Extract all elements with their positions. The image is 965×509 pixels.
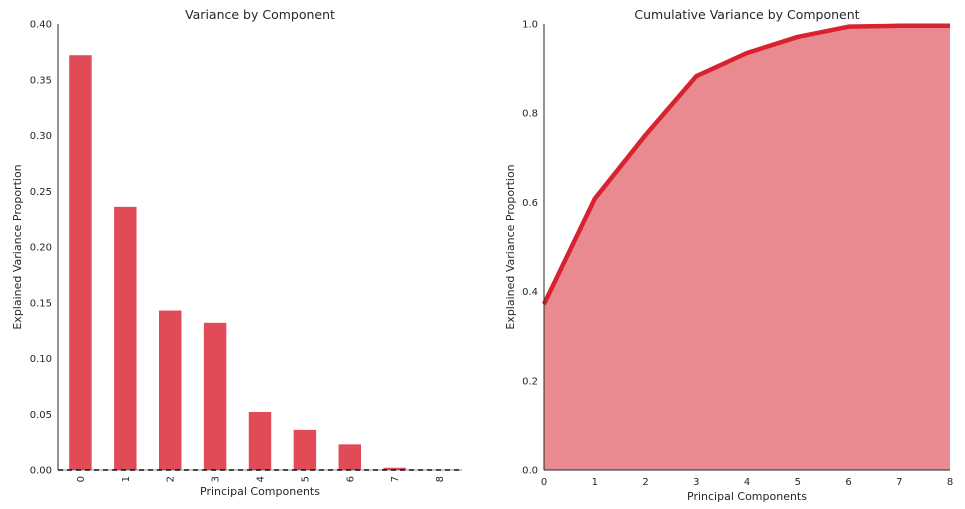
chart1-y-tick-label: 0.05 bbox=[30, 410, 52, 421]
cumulative-area-fill bbox=[544, 25, 950, 471]
chart2-x-tick-label: 8 bbox=[947, 477, 953, 488]
chart2-y-tick-label: 0.6 bbox=[522, 198, 538, 209]
chart1-x-tick-label: 1 bbox=[121, 476, 132, 482]
chart1-title: Variance by Component bbox=[185, 7, 335, 22]
chart1-x-tick-label: 2 bbox=[166, 476, 177, 482]
bar-component-0 bbox=[69, 55, 92, 470]
bar-component-5 bbox=[293, 429, 317, 470]
chart2-x-tick-label: 0 bbox=[541, 477, 547, 488]
chart1-y-tick-label: 0.40 bbox=[30, 20, 52, 31]
variance-bar-chart: Variance by Component 0.00 0.05 0.10 0.15 0.… bbox=[11, 7, 462, 498]
chart1-y-tick-label: 0.30 bbox=[30, 131, 52, 142]
chart2-x-tick-label: 1 bbox=[592, 477, 598, 488]
cumulative-variance-area-chart: Cumulative Variance by Component 0.0 0.2 0… bbox=[504, 7, 953, 503]
chart2-x-tick-label: 7 bbox=[896, 477, 902, 488]
chart2-x-axis-label: Principal Components bbox=[687, 490, 807, 503]
bar-component-2 bbox=[159, 310, 182, 470]
chart1-y-tick-label: 0.20 bbox=[30, 243, 52, 254]
chart2-y-tick-label: 0.2 bbox=[522, 376, 538, 387]
bar-component-7 bbox=[383, 467, 406, 470]
chart1-x-tick-label: 4 bbox=[256, 476, 267, 482]
chart2-title: Cumulative Variance by Component bbox=[634, 7, 859, 22]
chart2-x-tick-label: 4 bbox=[744, 477, 750, 488]
chart1-x-tick-label: 3 bbox=[211, 476, 222, 482]
chart2-y-tick-label: 1.0 bbox=[522, 20, 538, 31]
chart2-x-tick-label: 6 bbox=[845, 477, 851, 488]
chart2-x-tick-label: 3 bbox=[693, 477, 699, 488]
chart1-y-tick-label: 0.00 bbox=[30, 466, 52, 477]
chart1-y-axis-label: Explained Variance Proportion bbox=[11, 164, 24, 329]
bar-component-4 bbox=[248, 412, 272, 470]
chart1-y-tick-label: 0.35 bbox=[30, 75, 52, 86]
chart2-y-axis-label: Explained Variance Proportion bbox=[504, 164, 517, 329]
cumulative-line bbox=[541, 23, 950, 306]
chart2-x-tick-label: 2 bbox=[642, 477, 648, 488]
chart2-y-tick-label: 0.0 bbox=[522, 466, 538, 477]
bar-component-1 bbox=[114, 206, 137, 471]
chart1-y-tick-label: 0.15 bbox=[30, 298, 52, 309]
chart1-y-tick-label: 0.10 bbox=[30, 354, 52, 365]
chart1-x-tick-label: 7 bbox=[390, 476, 401, 482]
chart2-y-tick-label: 0.4 bbox=[522, 287, 538, 298]
chart1-x-tick-label: 5 bbox=[300, 476, 311, 482]
chart1-y-tick-label: 0.25 bbox=[30, 187, 52, 198]
chart1-x-axis-label: Principal Components bbox=[200, 485, 320, 498]
chart2-x-tick-label: 5 bbox=[795, 477, 801, 488]
chart1-x-tick-label: 0 bbox=[76, 476, 87, 482]
bar-component-6 bbox=[338, 444, 361, 470]
bar-component-3 bbox=[203, 322, 227, 470]
chart1-x-tick-label: 6 bbox=[345, 476, 356, 482]
chart1-x-tick-label: 8 bbox=[435, 476, 446, 482]
chart2-y-tick-label: 0.8 bbox=[522, 109, 538, 120]
